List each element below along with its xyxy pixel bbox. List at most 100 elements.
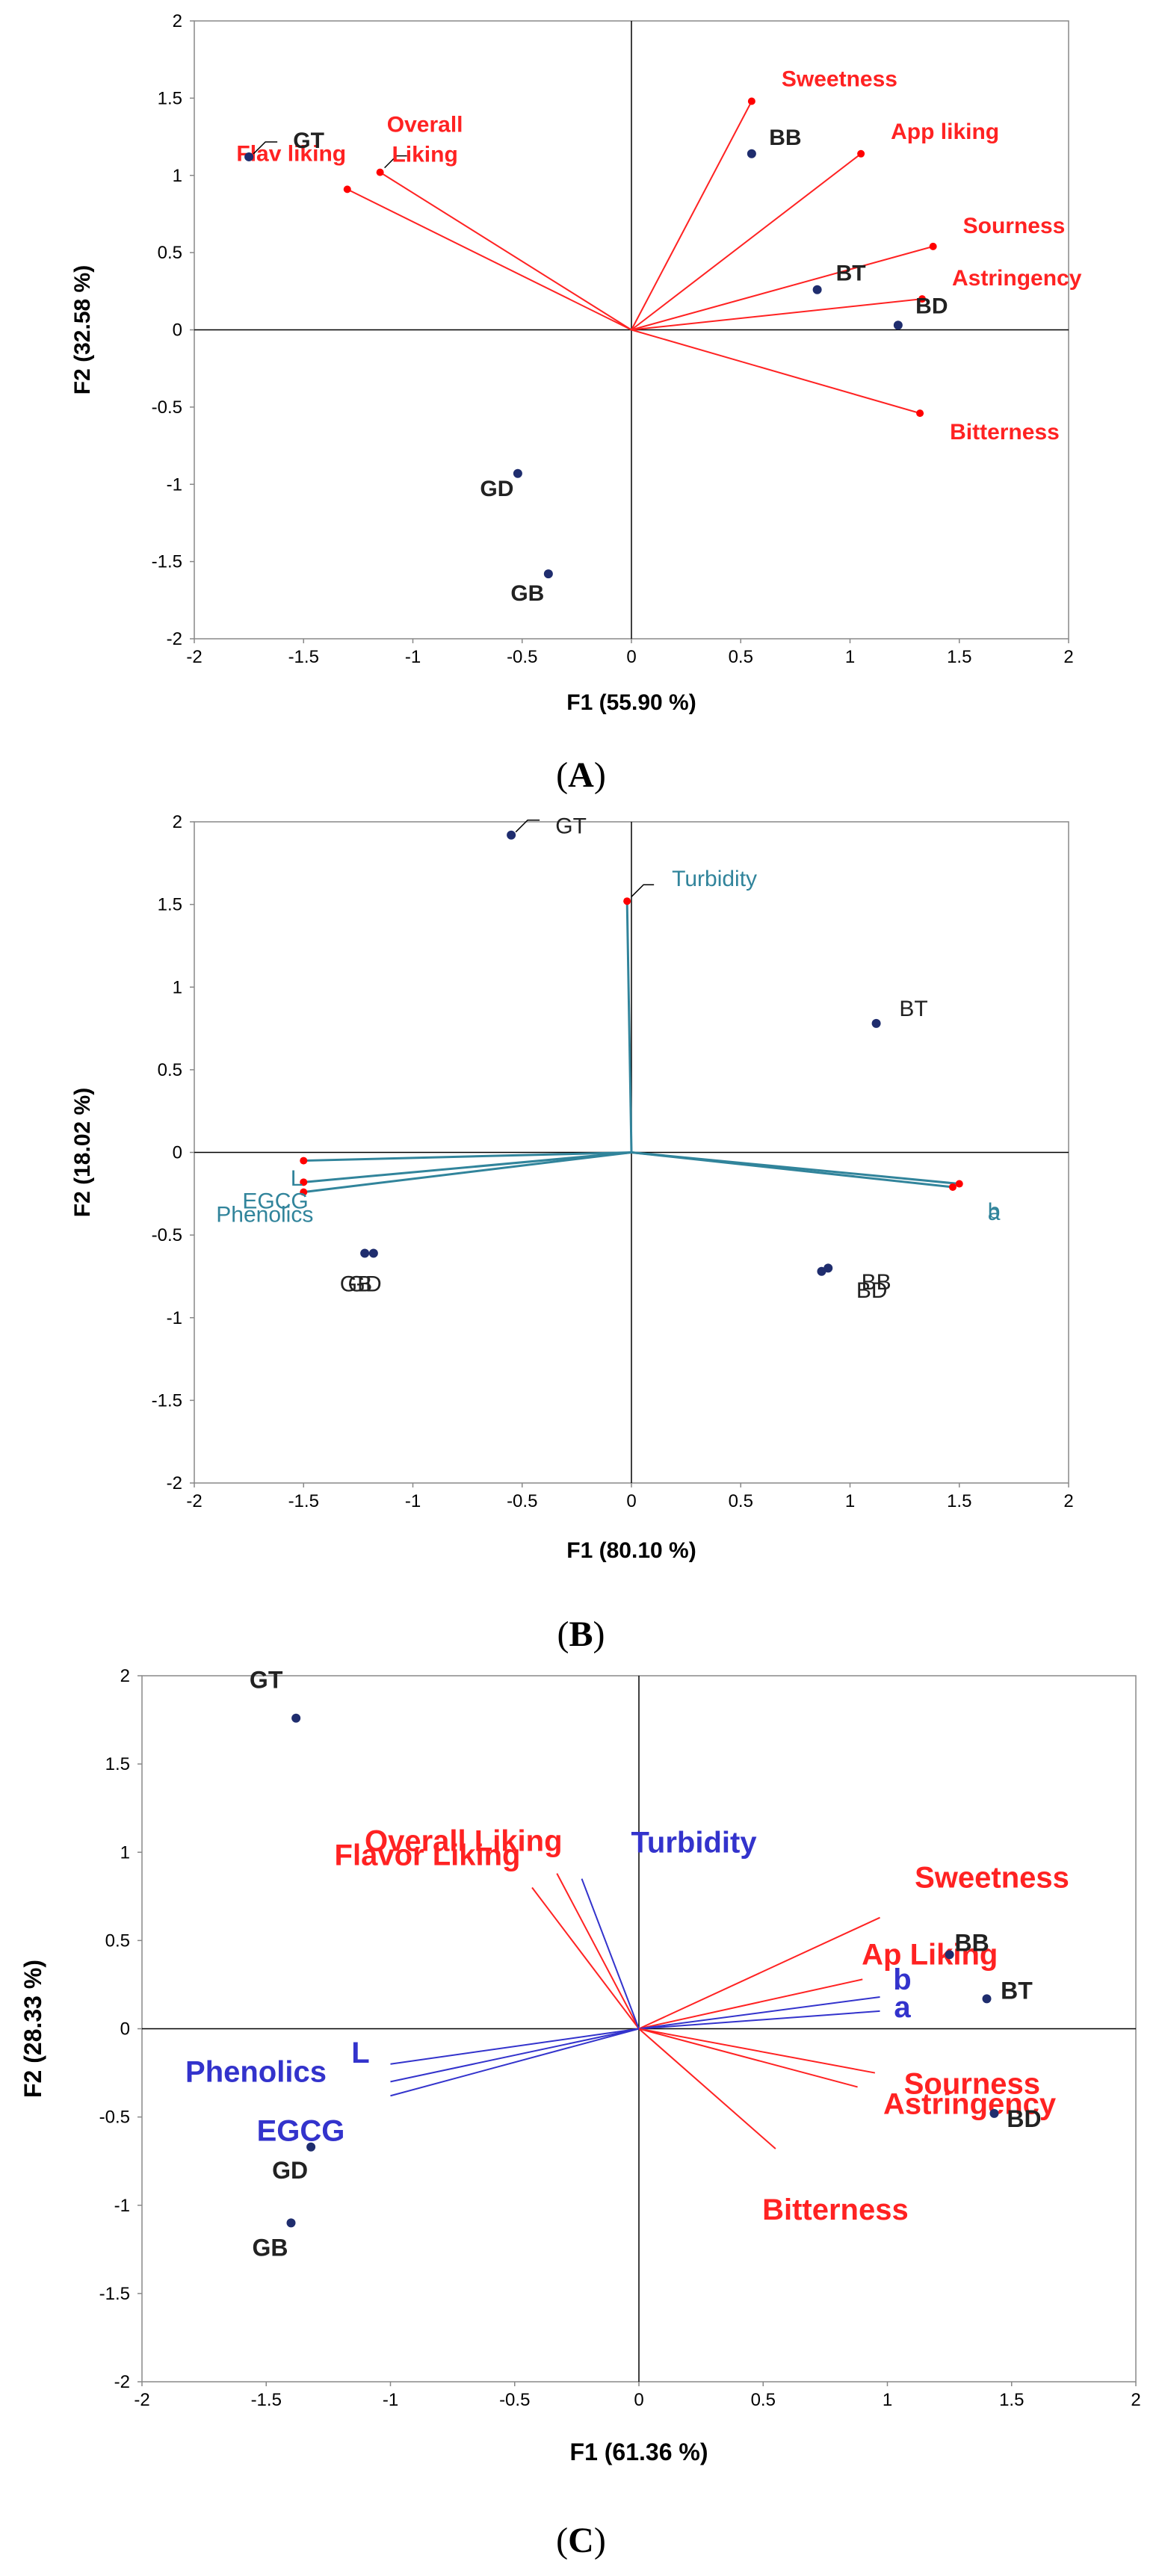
y-axis-label: F2 (18.02 %): [70, 1088, 95, 1217]
observation-point: [543, 569, 553, 579]
panel-a: -2 -1.5 -1 -0.5 0 0.5 1 1.5 2 2 1.5 1 0.5 0 -0.5 -1 -1.5…: [0, 0, 1162, 811]
x-tick-label: 1.5: [947, 1491, 971, 1511]
x-tick-label: -0.5: [499, 2390, 530, 2410]
observation-point: [893, 321, 903, 330]
variable-label: L: [291, 1166, 303, 1191]
x-tick-label: 0.5: [751, 2390, 776, 2410]
x-axis-label: F1 (80.10 %): [566, 1538, 696, 1563]
observation-point: [507, 830, 516, 840]
y-tick-label: 0: [173, 321, 182, 341]
y-tick-label: 2: [120, 1666, 130, 1686]
y-tick-label: 0: [173, 1143, 182, 1163]
observation-label: GB: [510, 581, 544, 606]
observation-point: [871, 1018, 881, 1028]
observation-label: GD: [348, 1272, 382, 1296]
observation-label: GD: [272, 2157, 308, 2184]
y-tick-label: -1: [167, 1308, 182, 1328]
observation-point: [945, 1950, 954, 1960]
loading-point: [955, 1180, 963, 1188]
x-tick-label: -1: [383, 2390, 398, 2410]
y-tick-label: 1.5: [158, 895, 182, 915]
variable-label: Turbidity: [631, 1827, 757, 1860]
y-tick-label: -1.5: [152, 1390, 182, 1411]
y-tick-label: 0: [120, 2019, 130, 2040]
x-tick-label: 0.5: [729, 1491, 753, 1511]
loading-vector: [531, 1886, 640, 2030]
caption-a-letter: A: [568, 755, 594, 795]
label-leader-line: [631, 884, 655, 897]
y-axis-label: F2 (32.58 %): [70, 265, 95, 394]
y-tick-label: 2: [173, 812, 182, 832]
variable-label: EGCG: [242, 1189, 308, 1214]
observation-label: GB: [253, 2234, 288, 2261]
loading-point: [376, 168, 384, 176]
x-tick-label: -0.5: [507, 647, 537, 667]
y-tick-label: -1: [167, 474, 182, 495]
loading-point: [300, 1188, 308, 1196]
variable-label: Astringency: [883, 2087, 1057, 2120]
observation-label: GT: [293, 129, 324, 153]
variable-label: Bitterness: [950, 420, 1060, 445]
y-tick-label: 2: [173, 11, 182, 31]
observation-label: GT: [555, 814, 587, 839]
x-tick-label: -2: [186, 647, 202, 667]
y-tick-label: -1.5: [99, 2284, 130, 2304]
variable-label: EGCG: [257, 2114, 345, 2147]
x-axis-label: F1 (55.90 %): [566, 690, 696, 715]
loading-point: [300, 1157, 308, 1165]
variable-label: Ap Liking: [862, 1938, 998, 1971]
loading-point: [948, 1183, 957, 1191]
y-tick-label: -0.5: [152, 397, 182, 418]
x-tick-label: -2: [134, 2390, 149, 2410]
observation-label: BB: [769, 126, 801, 150]
observation-label: BT: [899, 997, 927, 1021]
panel-c: -2 -1.5 -1 -0.5 0 0.5 1 1.5 2 2 1.5 1 0.5 0 -0.5 -1 -1.5…: [0, 1661, 1162, 2576]
variable-label: Flavor Liking: [335, 1839, 521, 1872]
y-tick-label: 0.5: [158, 243, 182, 263]
variable-label: App liking: [891, 120, 999, 144]
observation-point: [306, 2142, 316, 2152]
observation-point: [368, 1248, 378, 1258]
observation-point: [747, 149, 756, 158]
x-tick-label: 2: [1063, 1491, 1073, 1511]
loading-vector: [380, 171, 632, 331]
observation-point: [244, 152, 254, 161]
label-leader-line: [253, 141, 278, 155]
observation-point: [360, 1248, 370, 1258]
loading-vector: [390, 2028, 640, 2097]
x-tick-label: 1: [845, 1491, 855, 1511]
caption-b-letter: B: [569, 1614, 593, 1654]
y-tick-label: -0.5: [99, 2108, 130, 2128]
caption-c-letter: C: [568, 2521, 594, 2560]
x-tick-label: -1.5: [251, 2390, 282, 2410]
loading-point: [623, 897, 631, 905]
x-tick-label: 0: [626, 647, 636, 667]
observation-label: BD: [856, 1278, 888, 1303]
y-tick-label: -2: [167, 629, 182, 649]
caption-c: (C): [556, 2521, 606, 2560]
variable-label: Sweetness: [915, 1862, 1069, 1895]
observation-label: BT: [836, 261, 866, 286]
loading-vector: [631, 298, 923, 331]
loading-vector: [638, 2028, 876, 2074]
observation-label: BT: [1001, 1977, 1033, 2004]
x-axis-label: F1 (61.36 %): [570, 2439, 708, 2465]
biplot-a: -2 -1.5 -1 -0.5 0 0.5 1 1.5 2 2 1.5 1 0.5 0 -0.5 -1 -1.5…: [70, 11, 1082, 715]
y-axis-label: F2 (28.33 %): [19, 1960, 46, 2098]
loading-vector: [631, 153, 862, 331]
loading-vector: [556, 1873, 640, 2029]
variable-label: Flav liking: [236, 141, 346, 166]
variable-label: Phenolics: [216, 1202, 313, 1227]
x-tick-label: -0.5: [507, 1491, 537, 1511]
loading-vector: [631, 101, 752, 330]
variable-label: Overall Liking: [365, 1825, 563, 1858]
x-tick-label: 0: [634, 2390, 643, 2410]
y-tick-label: 1: [120, 1842, 130, 1863]
variable-label: Overall: [387, 113, 463, 137]
loading-vector: [303, 1151, 632, 1183]
x-tick-label: 1: [883, 2390, 892, 2410]
loading-vector: [303, 1151, 632, 1194]
loading-vector: [347, 188, 632, 331]
y-tick-label: 1.5: [158, 88, 182, 108]
observation-point: [982, 1994, 992, 2004]
